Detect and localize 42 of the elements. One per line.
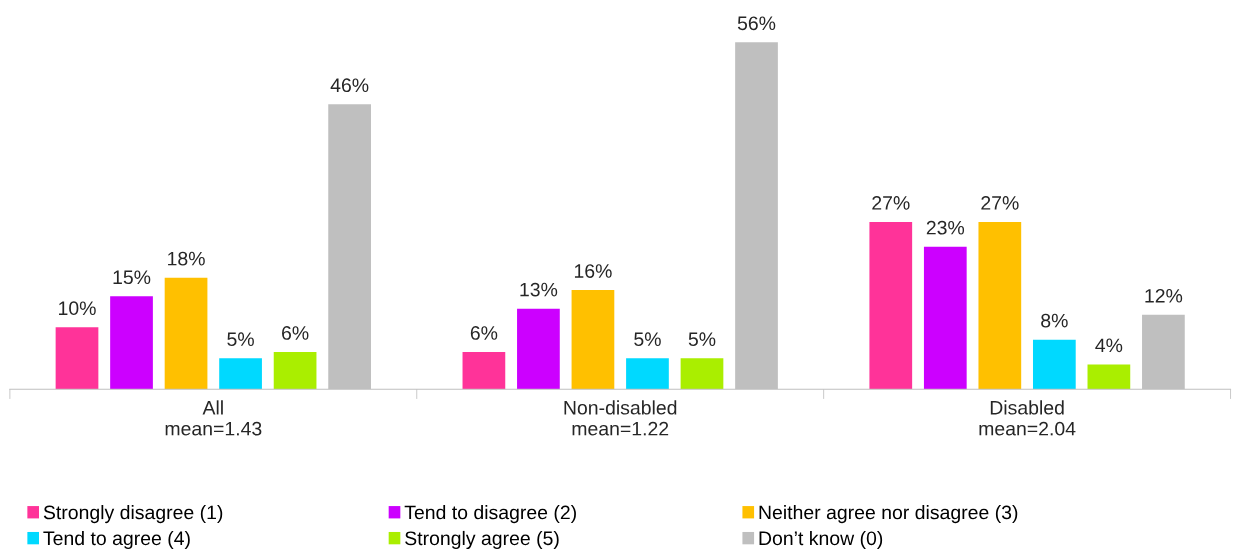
bar [1032, 339, 1076, 390]
bar [978, 221, 1022, 390]
data-label: 6% [282, 326, 309, 340]
data-label: 56% [737, 16, 776, 31]
bar [462, 352, 506, 390]
bar [571, 290, 615, 390]
legend-label: Don’t know (0) [759, 530, 883, 550]
x-tick-label: Non-disabled mean=1.22 [564, 400, 677, 436]
bar [680, 358, 724, 390]
bar [164, 277, 208, 390]
data-label: 5% [227, 332, 254, 347]
data-label: 27% [981, 196, 1019, 210]
data-label: 12% [1145, 288, 1183, 303]
bar [110, 296, 153, 390]
bar [219, 358, 262, 390]
x-tick-label: All mean=1.43 [165, 400, 262, 436]
legend-label: Tend to disagree (2) [404, 505, 576, 524]
bar [55, 327, 99, 390]
bar [923, 246, 967, 390]
bar [273, 352, 317, 390]
data-label: 13% [520, 282, 558, 297]
legend-label: Strongly disagree (1) [43, 505, 223, 524]
bar [626, 358, 669, 390]
data-label: 10% [59, 301, 96, 316]
x-tick-label: Disabled mean=2.04 [979, 400, 1076, 436]
legend-label: Neither agree nor disagree (3) [759, 505, 1018, 524]
data-label: 5% [634, 332, 661, 347]
data-label: 6% [470, 326, 498, 340]
legend-label: Tend to agree (4) [43, 530, 190, 550]
data-label: 18% [168, 251, 205, 266]
data-label: 46% [330, 78, 369, 93]
bar [869, 221, 913, 390]
data-label: 23% [926, 220, 965, 235]
data-label: 15% [113, 270, 151, 285]
data-label: 27% [872, 196, 910, 210]
data-label: 4% [1095, 338, 1123, 353]
data-label: 16% [574, 264, 612, 278]
data-label: 5% [688, 332, 716, 347]
bar [1087, 364, 1131, 390]
legend-label: Strongly agree (5) [405, 530, 559, 550]
bar [517, 308, 560, 390]
data-label: 8% [1041, 313, 1068, 328]
